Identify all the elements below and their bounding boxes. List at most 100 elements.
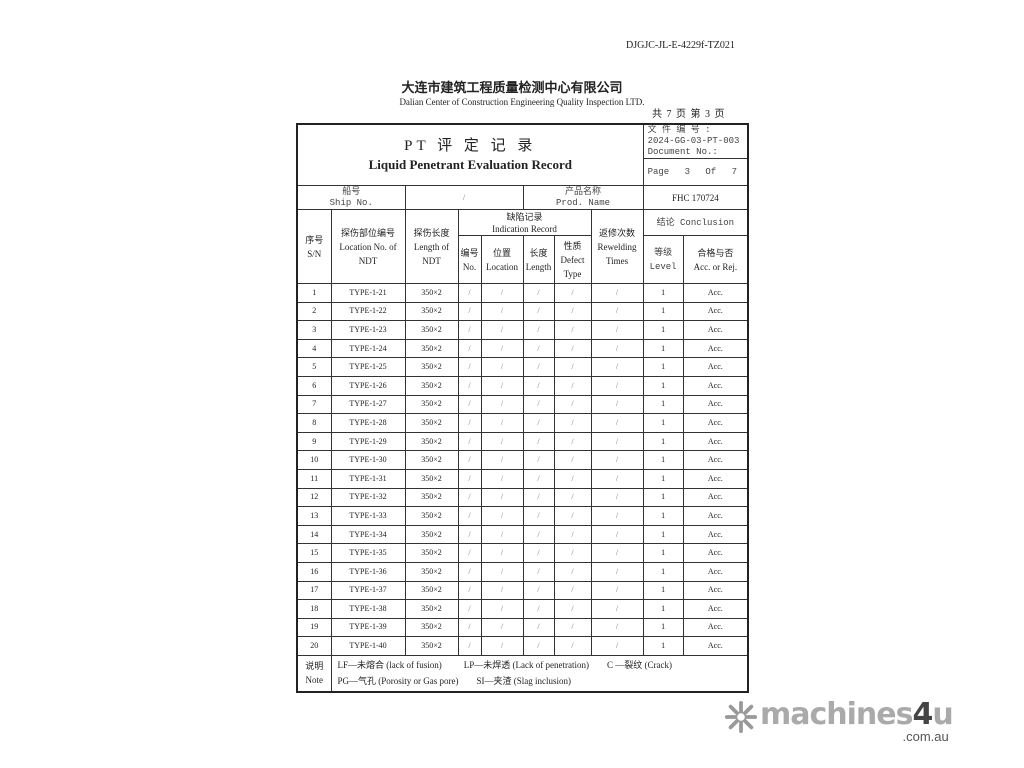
header-sn: 序号 S/N bbox=[296, 209, 332, 284]
cell-len: 350×2 bbox=[404, 636, 459, 656]
cell-loc: TYPE-1-30 bbox=[330, 450, 406, 470]
cell-level: 1 bbox=[642, 338, 684, 359]
document-number: 文 件 编 号 : 2024-GG-03-PT-003 Document No.… bbox=[642, 123, 749, 159]
doc-no-value: 2024-GG-03-PT-003 bbox=[647, 136, 740, 146]
cell-level: 1 bbox=[642, 431, 684, 452]
cell-ilen: / bbox=[522, 561, 555, 582]
cell-sn: 14 bbox=[296, 524, 332, 545]
doc-no-label-cn: 文 件 编 号 : bbox=[647, 125, 711, 135]
cell-loc: TYPE-1-27 bbox=[330, 394, 406, 415]
cell-loc: TYPE-1-39 bbox=[330, 617, 406, 638]
cell-no: / bbox=[457, 338, 482, 359]
cell-type: / bbox=[553, 487, 592, 508]
cell-type: / bbox=[553, 450, 592, 470]
cell-sn: 6 bbox=[296, 375, 332, 396]
header-ind-length: 长度 Length bbox=[522, 235, 555, 284]
cell-sn: 15 bbox=[296, 543, 332, 563]
cell-pos: / bbox=[480, 524, 524, 545]
cell-level: 1 bbox=[642, 375, 684, 396]
cell-sn: 17 bbox=[296, 580, 332, 601]
cell-acc: Acc. bbox=[682, 283, 749, 303]
cell-loc: TYPE-1-36 bbox=[330, 561, 406, 582]
cell-ilen: / bbox=[522, 394, 555, 415]
cell-sn: 13 bbox=[296, 506, 332, 526]
cell-pos: / bbox=[480, 320, 524, 340]
cell-acc: Acc. bbox=[682, 413, 749, 433]
cell-sn: 3 bbox=[296, 320, 332, 340]
prod-name-value: FHC 170724 bbox=[642, 185, 749, 210]
table-row: 2 TYPE-1-22 350×2// / //1 Acc. bbox=[296, 301, 749, 322]
table-row: 20 TYPE-1-40 350×2// / //1 Acc. bbox=[296, 636, 749, 656]
cell-rew: / bbox=[590, 506, 644, 526]
cell-type: / bbox=[553, 524, 592, 545]
cell-type: / bbox=[553, 413, 592, 433]
cell-loc: TYPE-1-38 bbox=[330, 599, 406, 619]
cell-level: 1 bbox=[642, 394, 684, 415]
cell-no: / bbox=[457, 375, 482, 396]
cell-ilen: / bbox=[522, 431, 555, 452]
header-acc: 合格与否 Acc. or Rej. bbox=[682, 235, 749, 284]
cell-loc: TYPE-1-31 bbox=[330, 468, 406, 489]
cell-level: 1 bbox=[642, 320, 684, 340]
cell-len: 350×2 bbox=[404, 617, 459, 638]
header-conclusion: 结论 Conclusion bbox=[642, 209, 749, 236]
doc-no-label-en: Document No.: bbox=[647, 147, 718, 157]
cell-len: 350×2 bbox=[404, 413, 459, 433]
table-row: 11 TYPE-1-31 350×2// / //1 Acc. bbox=[296, 468, 749, 489]
document-code: DJGJC-JL-E-4229f-TZ021 bbox=[626, 40, 735, 51]
cell-acc: Acc. bbox=[682, 561, 749, 582]
table-row: 9 TYPE-1-29 350×2// / //1 Acc. bbox=[296, 431, 749, 452]
cell-pos: / bbox=[480, 561, 524, 582]
cell-len: 350×2 bbox=[404, 375, 459, 396]
cell-loc: TYPE-1-34 bbox=[330, 524, 406, 545]
cell-rew: / bbox=[590, 283, 644, 303]
cell-type: / bbox=[553, 357, 592, 377]
cell-level: 1 bbox=[642, 450, 684, 470]
cell-acc: Acc. bbox=[682, 357, 749, 377]
note-lp: LP—未焊透 (Lack of penetration) bbox=[463, 660, 589, 671]
ship-no-label: 船号 Ship No. bbox=[296, 185, 406, 210]
cell-rew: / bbox=[590, 394, 644, 415]
cell-pos: / bbox=[480, 487, 524, 508]
cell-type: / bbox=[553, 617, 592, 638]
cell-type: / bbox=[553, 283, 592, 303]
cell-acc: Acc. bbox=[682, 617, 749, 638]
cell-ilen: / bbox=[522, 543, 555, 563]
cell-pos: / bbox=[480, 413, 524, 433]
table-row: 10 TYPE-1-30 350×2// / //1 Acc. bbox=[296, 450, 749, 470]
cell-len: 350×2 bbox=[404, 543, 459, 563]
cell-sn: 4 bbox=[296, 338, 332, 359]
cell-no: / bbox=[457, 599, 482, 619]
table-row: 6 TYPE-1-26 350×2// / //1 Acc. bbox=[296, 375, 749, 396]
ship-no-value: / bbox=[404, 185, 524, 210]
cell-ilen: / bbox=[522, 338, 555, 359]
table-row: 13 TYPE-1-33 350×2// / //1 Acc. bbox=[296, 506, 749, 526]
cell-pos: / bbox=[480, 636, 524, 656]
cell-loc: TYPE-1-25 bbox=[330, 357, 406, 377]
cell-no: / bbox=[457, 636, 482, 656]
cell-acc: Acc. bbox=[682, 394, 749, 415]
note-c: C —裂纹 (Crack) bbox=[606, 660, 672, 671]
cell-type: / bbox=[553, 301, 592, 322]
brand-box: machines4u .com.au bbox=[760, 700, 954, 744]
cell-pos: / bbox=[480, 580, 524, 601]
table-row: 12 TYPE-1-32 350×2// / //1 Acc. bbox=[296, 487, 749, 508]
cell-acc: Acc. bbox=[682, 468, 749, 489]
cell-no: / bbox=[457, 431, 482, 452]
note-lf: LF—未熔合 (lack of fusion) bbox=[337, 660, 442, 671]
cell-rew: / bbox=[590, 524, 644, 545]
cell-no: / bbox=[457, 468, 482, 489]
cell-ilen: / bbox=[522, 524, 555, 545]
cell-ilen: / bbox=[522, 487, 555, 508]
header-rewelding: 返修次数 Rewelding Times bbox=[590, 209, 644, 284]
cell-acc: Acc. bbox=[682, 450, 749, 470]
cell-len: 350×2 bbox=[404, 599, 459, 619]
cell-rew: / bbox=[590, 413, 644, 433]
cell-loc: TYPE-1-32 bbox=[330, 487, 406, 508]
cell-level: 1 bbox=[642, 468, 684, 489]
cell-type: / bbox=[553, 338, 592, 359]
cell-ilen: / bbox=[522, 580, 555, 601]
cell-loc: TYPE-1-28 bbox=[330, 413, 406, 433]
cell-rew: / bbox=[590, 468, 644, 489]
cell-rew: / bbox=[590, 580, 644, 601]
